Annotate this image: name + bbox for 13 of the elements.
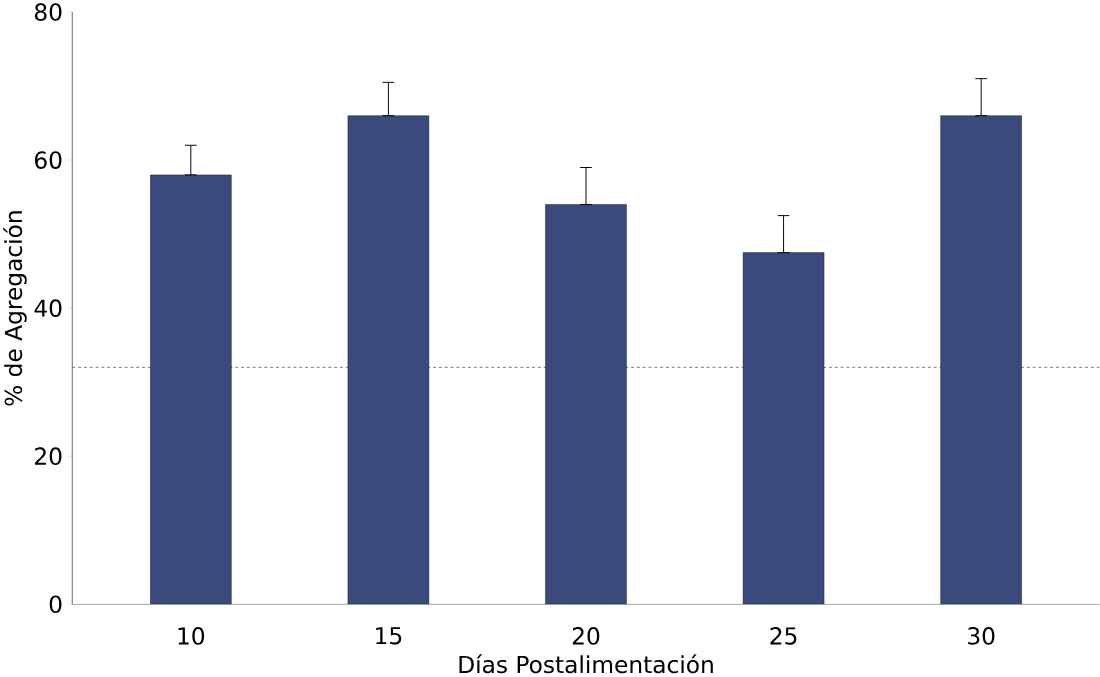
y-tick-label: 80 — [34, 3, 62, 22]
x-tick-label: 10 — [178, 627, 205, 645]
y-tick-label: 0 — [49, 595, 62, 614]
x-axis-title: Días Postalimentación — [459, 654, 713, 674]
y-tick-label: 20 — [35, 447, 62, 466]
x-tick-label: 20 — [572, 627, 600, 645]
x-tick-label: 30 — [968, 627, 995, 645]
y-tick-label: 60 — [35, 151, 62, 170]
x-tick-label: 25 — [770, 627, 797, 645]
y-axis-title: % de Agregación — [3, 211, 27, 406]
x-tick-label: 15 — [376, 627, 402, 645]
bar — [150, 174, 232, 605]
y-tick-label: 40 — [34, 299, 62, 318]
